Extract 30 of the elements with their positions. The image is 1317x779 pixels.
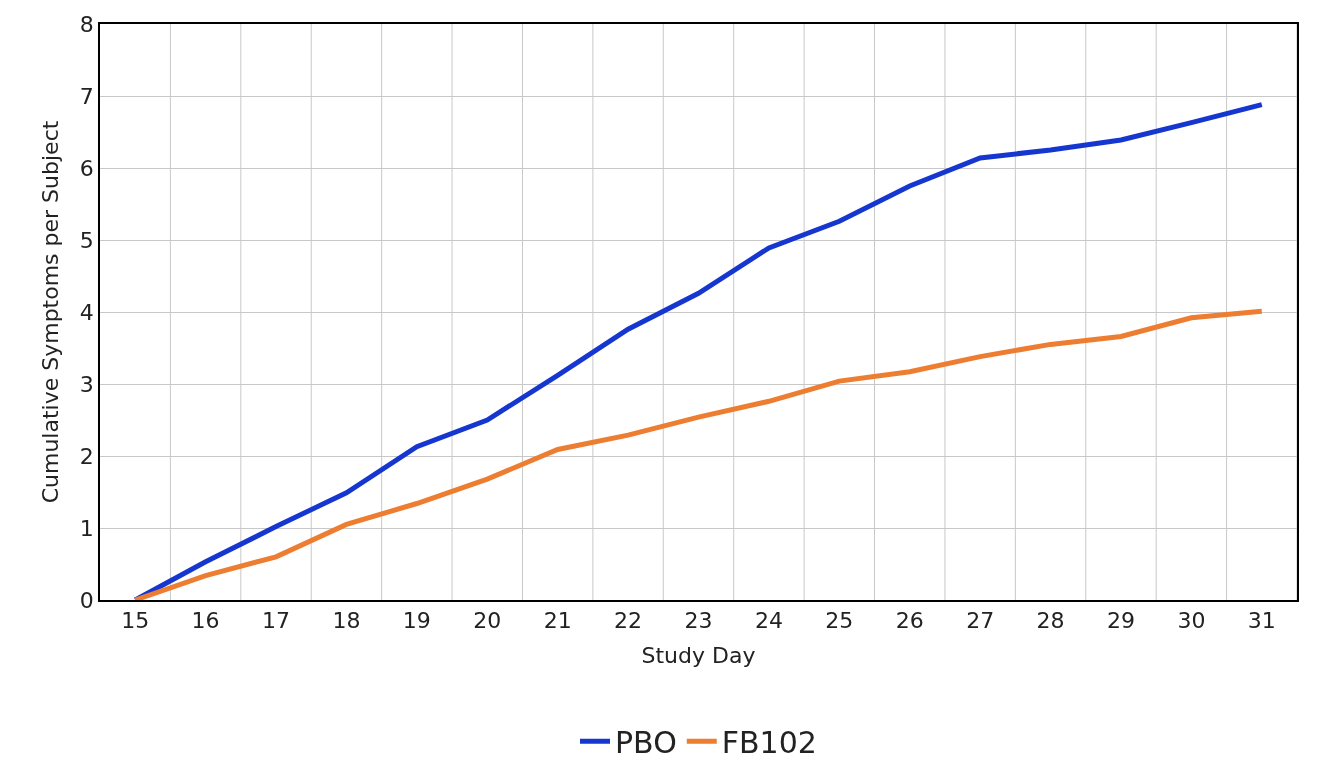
y-tick-label: 7 bbox=[79, 83, 94, 109]
x-tick-label: 18 bbox=[332, 608, 361, 634]
x-tick-label: 29 bbox=[1106, 608, 1135, 634]
y-tick-label: 3 bbox=[79, 371, 94, 397]
x-tick-label: 31 bbox=[1247, 608, 1276, 634]
x-tick-label: 24 bbox=[754, 608, 783, 634]
x-tick-label: 17 bbox=[262, 608, 291, 634]
y-tick-label: 5 bbox=[79, 227, 94, 253]
y-axis-title: Cumulative Symptoms per Subject bbox=[38, 120, 64, 504]
x-tick-label: 19 bbox=[402, 608, 431, 634]
legend-label: FB102 bbox=[721, 724, 817, 760]
legend-label: PBO bbox=[615, 724, 677, 760]
x-tick-label: 23 bbox=[684, 608, 713, 634]
x-tick-label: 26 bbox=[895, 608, 924, 634]
y-tick-label: 6 bbox=[79, 155, 94, 181]
x-tick-label: 30 bbox=[1177, 608, 1206, 634]
x-axis-title: Study Day bbox=[641, 642, 756, 668]
x-tick-label: 25 bbox=[825, 608, 854, 634]
y-tick-label: 2 bbox=[79, 443, 94, 469]
y-tick-label: 4 bbox=[79, 299, 94, 325]
x-tick-label: 22 bbox=[614, 608, 643, 634]
x-tick-label: 16 bbox=[191, 608, 220, 634]
x-tick-label: 15 bbox=[121, 608, 150, 634]
x-tick-label: 28 bbox=[1036, 608, 1065, 634]
y-tick-label: 0 bbox=[79, 587, 94, 613]
x-tick-label: 20 bbox=[473, 608, 502, 634]
y-tick-label: 1 bbox=[79, 515, 94, 541]
y-tick-label: 8 bbox=[79, 11, 94, 37]
x-tick-label: 27 bbox=[966, 608, 995, 634]
x-tick-label: 21 bbox=[543, 608, 572, 634]
